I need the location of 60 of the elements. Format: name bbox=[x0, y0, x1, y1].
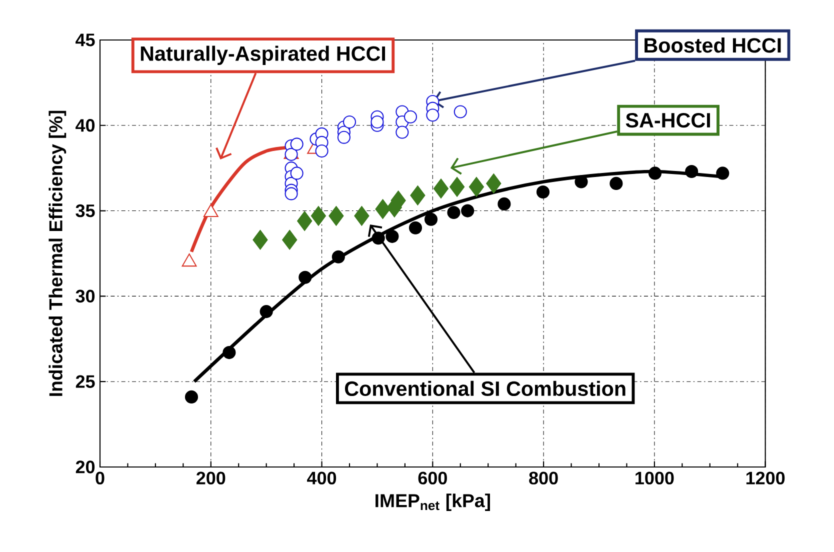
y-tick-label: 40 bbox=[76, 119, 95, 132]
point bbox=[610, 176, 623, 190]
point bbox=[290, 138, 304, 151]
point bbox=[337, 130, 350, 144]
point bbox=[315, 144, 328, 158]
x-tick-label: 800 bbox=[529, 472, 558, 484]
point bbox=[290, 166, 304, 180]
y-tick-label: 45 bbox=[76, 34, 95, 46]
point bbox=[396, 126, 409, 139]
point bbox=[297, 211, 312, 231]
annotation: SA-HCCI bbox=[626, 112, 710, 128]
point bbox=[252, 230, 268, 250]
annotation: Boosted HCCI bbox=[644, 38, 781, 53]
point bbox=[574, 175, 588, 188]
x-tick-label: 1200 bbox=[746, 472, 785, 484]
y-tick-label: 20 bbox=[76, 460, 95, 474]
point bbox=[332, 250, 345, 264]
point bbox=[328, 206, 344, 226]
point bbox=[461, 204, 474, 218]
point bbox=[433, 178, 449, 198]
annotation: Conventional SI Combustion bbox=[344, 380, 626, 396]
annotation: Naturally-Aspirated HCCI bbox=[140, 46, 386, 65]
point bbox=[716, 166, 730, 180]
x-tick-label: 400 bbox=[307, 472, 336, 484]
point bbox=[375, 199, 390, 219]
point bbox=[486, 174, 502, 194]
point bbox=[354, 206, 370, 226]
point bbox=[648, 166, 662, 180]
point bbox=[426, 108, 440, 122]
point bbox=[447, 206, 460, 220]
point bbox=[410, 186, 426, 206]
point bbox=[468, 177, 484, 197]
y-axis-title: Indicated Thermal Efficiency [%] bbox=[48, 110, 66, 396]
point bbox=[342, 115, 356, 129]
y-tick-label: 35 bbox=[76, 204, 95, 218]
x-tick-label: 1000 bbox=[636, 472, 674, 484]
point bbox=[184, 390, 198, 404]
point bbox=[498, 197, 511, 210]
point bbox=[408, 221, 422, 234]
x-tick-label: 200 bbox=[196, 472, 226, 484]
x-axis-title: IMEP$_{net}$ [kPa] bbox=[376, 494, 490, 511]
point bbox=[372, 232, 385, 245]
point bbox=[450, 177, 465, 197]
point bbox=[298, 270, 312, 284]
x-tick-label: 600 bbox=[418, 472, 447, 484]
y-tick-label: 25 bbox=[76, 375, 95, 388]
point bbox=[424, 212, 438, 226]
point bbox=[284, 187, 298, 200]
y-tick-label: 30 bbox=[76, 290, 95, 303]
point bbox=[260, 305, 273, 318]
point bbox=[536, 185, 550, 199]
point bbox=[454, 105, 467, 118]
point bbox=[282, 230, 298, 250]
point bbox=[222, 346, 236, 360]
x-tick-label: 0 bbox=[96, 472, 104, 484]
point bbox=[310, 206, 326, 226]
point bbox=[370, 115, 384, 129]
point bbox=[386, 230, 399, 243]
point bbox=[404, 110, 418, 124]
point bbox=[685, 164, 698, 178]
